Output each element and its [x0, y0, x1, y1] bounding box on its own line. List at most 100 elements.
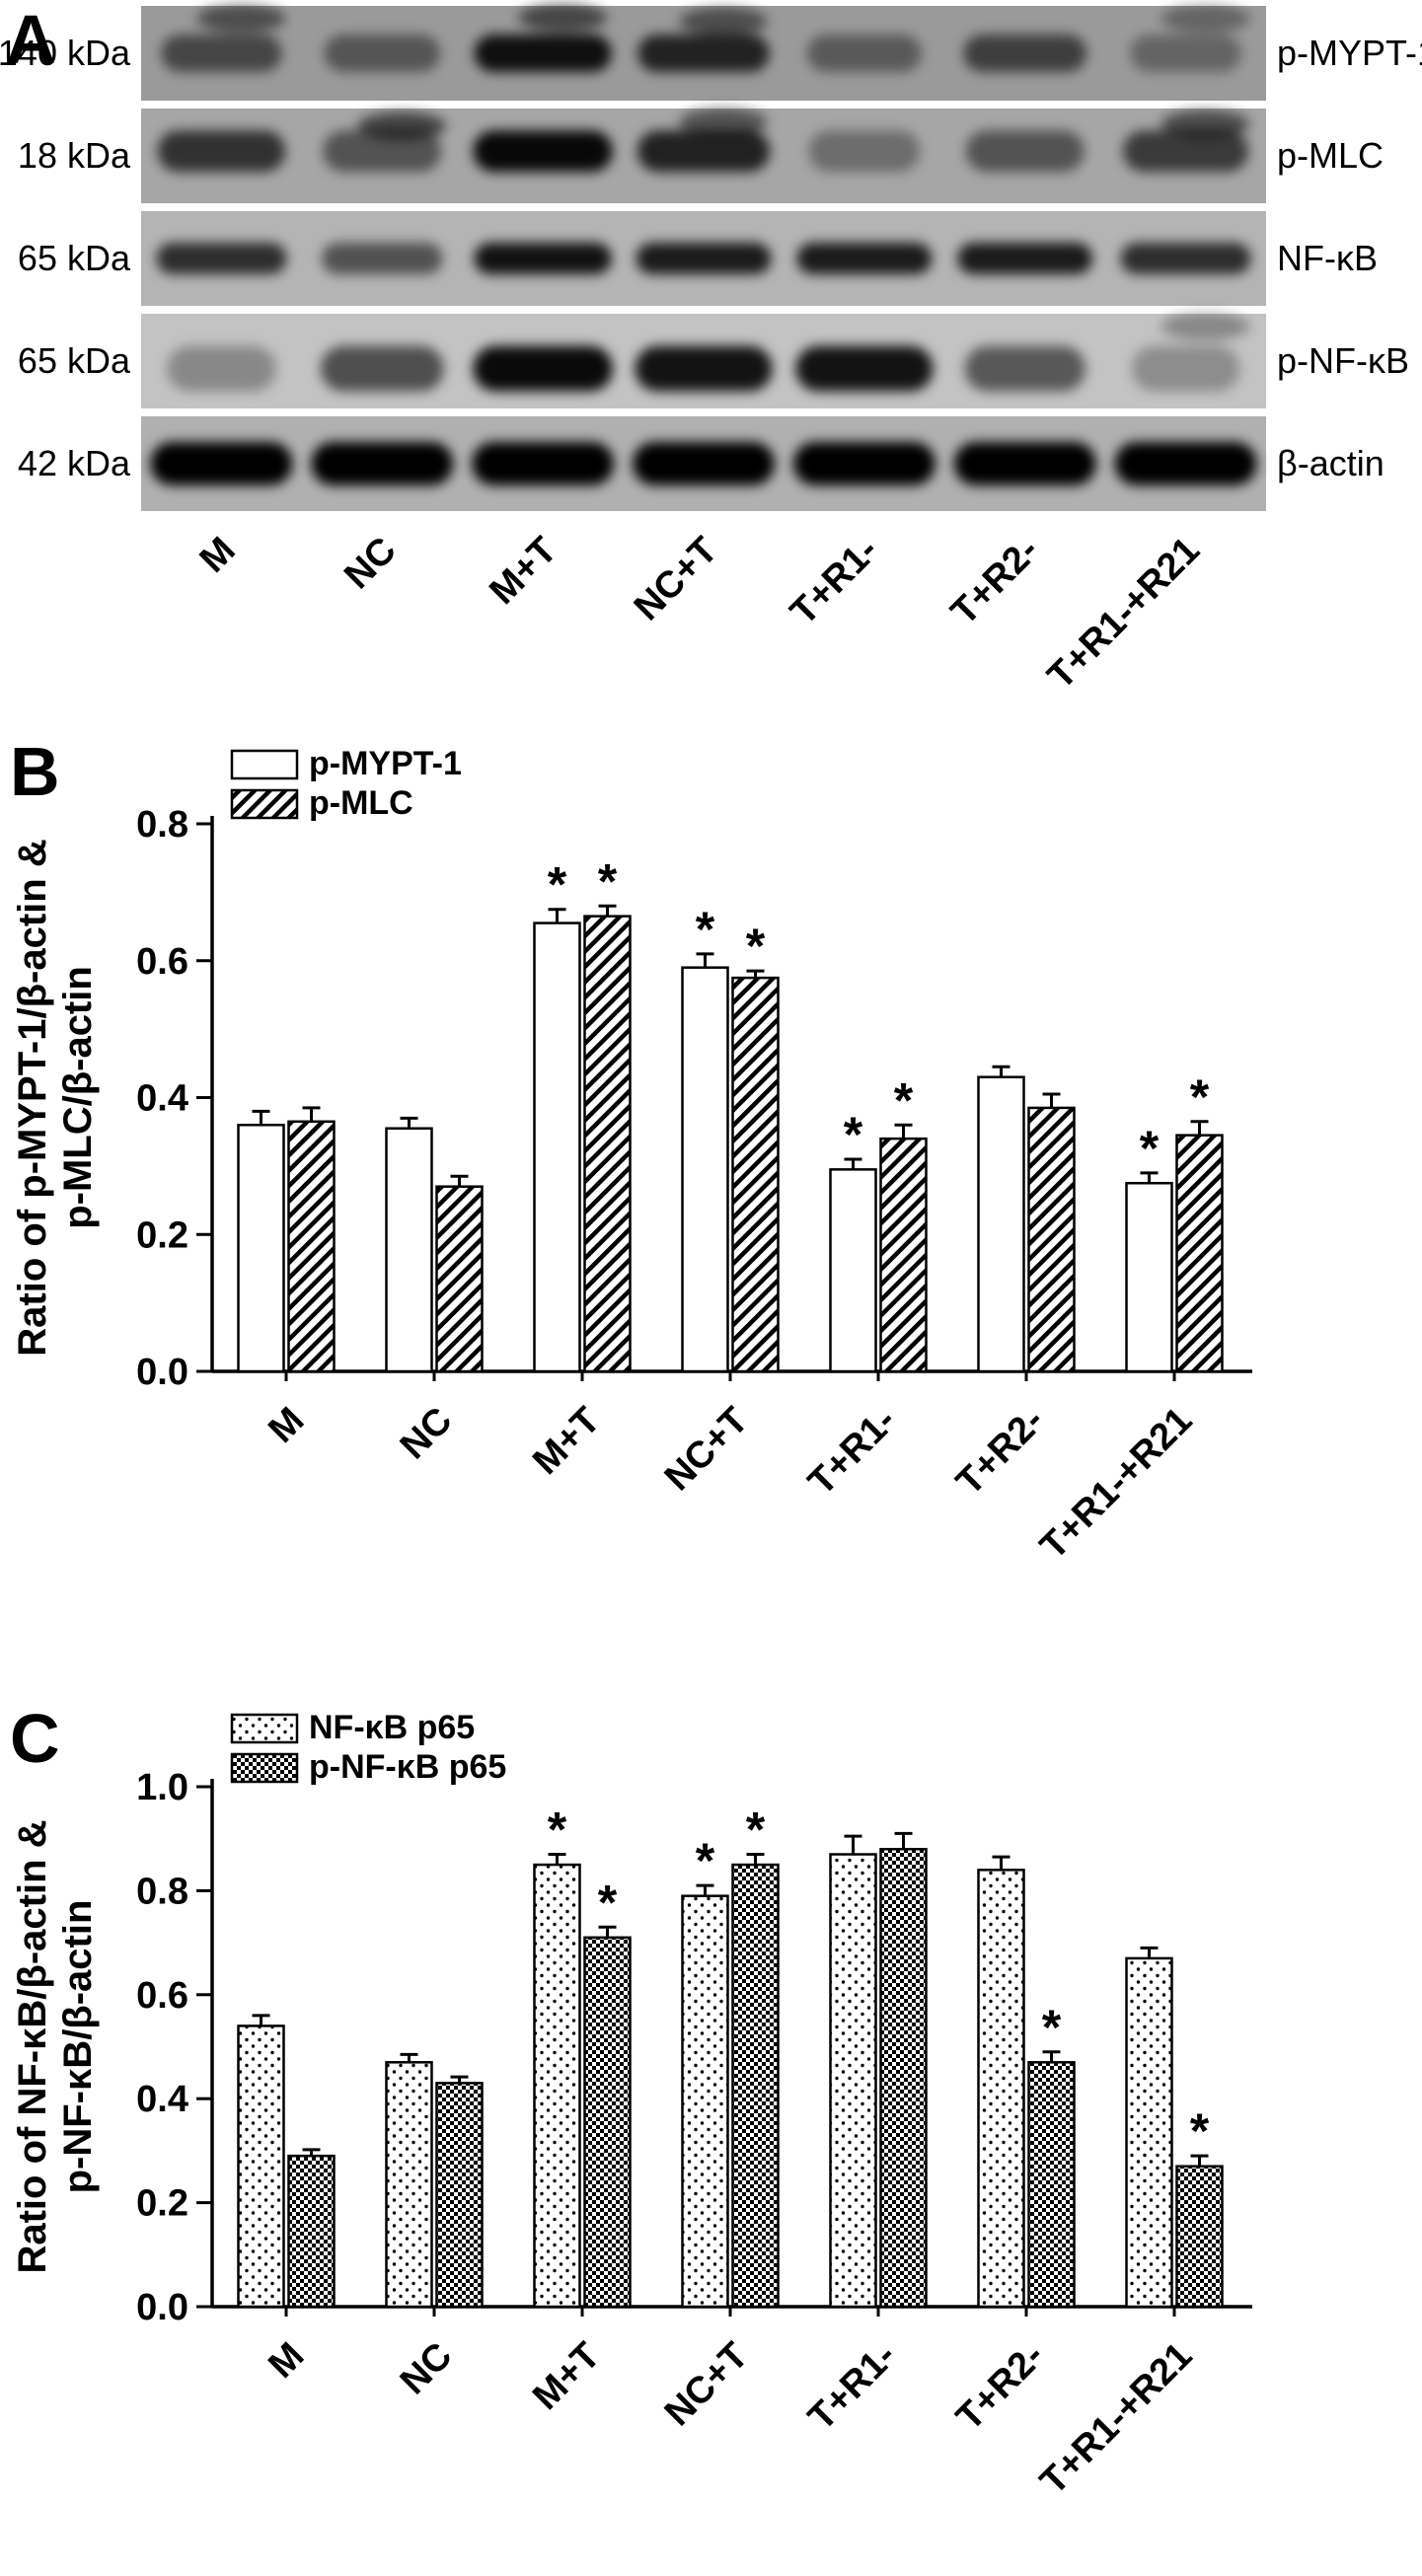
- significance-star: *: [1190, 1069, 1210, 1125]
- bar: [385, 2061, 433, 2309]
- y-tick-label: 0.4: [136, 1078, 188, 1120]
- y-axis-label: Ratio of p-MYPT-1/β-actin &: [11, 839, 54, 1356]
- bar: [1027, 1106, 1076, 1373]
- bar: [879, 1847, 928, 2309]
- x-category-label: M: [261, 1400, 312, 1451]
- bar: [237, 2024, 285, 2309]
- x-category-label: T+R2-: [948, 1400, 1052, 1504]
- y-tick-label: 0.8: [136, 804, 188, 846]
- lane-label: NC+T: [627, 530, 726, 629]
- significance-star: *: [548, 857, 567, 913]
- protein-label: β-actin: [1277, 443, 1385, 483]
- bar: [583, 1936, 632, 2309]
- x-category-label: M+T: [525, 1400, 608, 1483]
- bar: [533, 921, 581, 1373]
- bar: [287, 2154, 336, 2309]
- lane-label: NC: [337, 530, 405, 598]
- y-tick-label: 1.0: [136, 1767, 188, 1808]
- y-tick-label: 0.8: [136, 1871, 188, 1912]
- legend-swatch: [230, 749, 299, 780]
- lane-label: T+R1-: [783, 530, 886, 633]
- x-category-label: NC+T: [657, 1400, 757, 1500]
- significance-star: *: [548, 1803, 567, 1858]
- bar: [1125, 1181, 1173, 1373]
- protein-label: NF-κB: [1277, 238, 1378, 278]
- y-tick-label: 0.6: [136, 941, 188, 983]
- mw-label: 42 kDa: [18, 443, 131, 483]
- x-category-label: NC: [393, 1400, 461, 1468]
- protein-label: p-MYPT-1: [1277, 33, 1422, 73]
- x-category-label: T+R1-+R21: [1032, 1400, 1200, 1568]
- bar: [435, 1185, 484, 1373]
- bar: [533, 1863, 581, 2309]
- significance-star: *: [746, 919, 766, 974]
- y-tick-label: 0.0: [136, 1352, 188, 1393]
- panel-c-chart: 0.0 0.2 0.4 0.6 0.8 1.0 Ratio of NF-κB/β-actin…: [11, 1709, 1252, 2503]
- panel-b-label: B: [10, 733, 60, 810]
- significance-star: *: [1042, 2000, 1062, 2055]
- y-tick-label: 0.6: [136, 1975, 188, 2017]
- bar: [681, 1894, 729, 2309]
- lane-label: T+R1-+R21: [1040, 530, 1208, 698]
- bar: [435, 2082, 484, 2309]
- bar: [977, 1075, 1025, 1373]
- bar: [977, 1869, 1025, 2309]
- bar: [237, 1124, 285, 1373]
- x-category-label: NC: [393, 2335, 461, 2403]
- y-axis-label: Ratio of NF-κB/β-actin &: [11, 1819, 54, 2273]
- legend-swatch: [230, 1752, 299, 1784]
- lane-label: M+T: [482, 530, 564, 613]
- bar: [1175, 2165, 1224, 2309]
- legend-label: p-NF-κB p65: [309, 1748, 506, 1786]
- significance-star: *: [844, 1107, 863, 1162]
- y-axis-label: p-MLC/β-actin: [56, 966, 100, 1229]
- y-tick-label: 0.2: [136, 2183, 188, 2225]
- bar: [829, 1168, 877, 1373]
- y-tick-label: 0.2: [136, 1214, 188, 1256]
- x-category-label: M: [261, 2335, 312, 2387]
- lane-label: T+R2-: [943, 530, 1047, 633]
- mw-label: 18 kDa: [18, 135, 131, 176]
- lane-label: M: [192, 530, 244, 581]
- bar: [583, 915, 632, 1373]
- protein-label: p-MLC: [1277, 135, 1384, 176]
- bar: [879, 1137, 928, 1373]
- bar: [385, 1127, 433, 1373]
- legend-swatch: [230, 788, 299, 820]
- panel-b-chart: 0.0 0.2 0.4 0.6 0.8 Ratio of p-MYPT-1/β-actin…: [11, 745, 1252, 1568]
- x-category-label: T+R1-: [800, 2335, 904, 2439]
- mw-label: 65 kDa: [18, 238, 131, 278]
- significance-star: *: [1140, 1121, 1160, 1176]
- mw-label: 65 kDa: [18, 340, 131, 381]
- bar: [1027, 2061, 1076, 2309]
- significance-star: *: [696, 902, 715, 957]
- panel-a-blots: 140 kDa p-MYPT-1 18 kDa p-MLC 65 kDa NF-κB 65 …: [0, 3, 1422, 698]
- x-category-label: NC+T: [657, 2335, 757, 2435]
- y-axis-label: p-NF-κB/β-actin: [56, 1900, 100, 2194]
- legend-label: NF-κB p65: [309, 1709, 475, 1746]
- significance-star: *: [894, 1072, 914, 1128]
- legend-label: p-MLC: [309, 784, 413, 822]
- legend-swatch: [230, 1713, 299, 1744]
- panel-c-label: C: [10, 1700, 60, 1777]
- y-tick-label: 0.4: [136, 2079, 188, 2120]
- x-category-label: T+R2-: [948, 2335, 1052, 2439]
- bar: [287, 1120, 336, 1373]
- x-category-label: T+R1-+R21: [1032, 2335, 1200, 2503]
- x-category-label: M+T: [525, 2335, 608, 2418]
- bar: [731, 976, 780, 1373]
- bar: [1125, 1956, 1173, 2309]
- x-category-label: T+R1-: [800, 1400, 904, 1504]
- significance-star: *: [598, 1875, 618, 1930]
- bar: [731, 1863, 780, 2309]
- significance-star: *: [1190, 2103, 1210, 2159]
- mw-label: 140 kDa: [0, 33, 131, 73]
- bar: [1175, 1134, 1224, 1373]
- protein-label: p-NF-κB: [1277, 340, 1409, 381]
- panel-a-label: A: [6, 1, 56, 78]
- significance-star: *: [598, 853, 618, 909]
- bar: [681, 966, 729, 1373]
- y-tick-label: 0.0: [136, 2287, 188, 2328]
- legend-label: p-MYPT-1: [309, 745, 462, 782]
